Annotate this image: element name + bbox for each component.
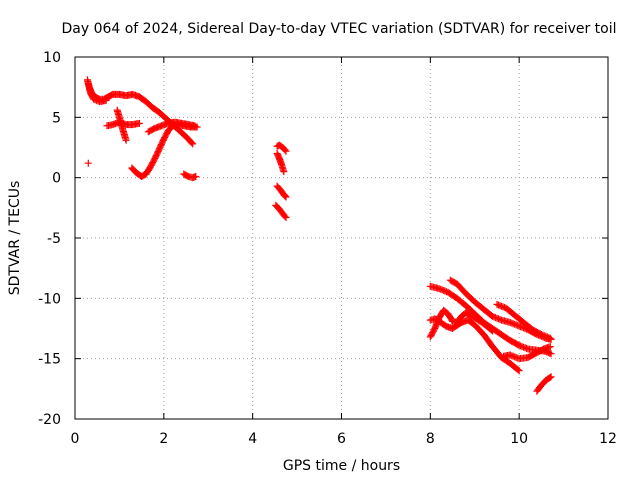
data-point-marker: [191, 122, 199, 130]
x-axis-label: GPS time / hours: [283, 458, 400, 474]
data-point-marker: [546, 343, 554, 351]
data-points: [83, 76, 555, 395]
data-point-marker: [281, 146, 289, 154]
x-tick-label: 2: [159, 431, 168, 447]
y-tick-label: 5: [52, 110, 61, 126]
data-point-marker: [189, 140, 197, 148]
y-tick-label: 10: [43, 50, 61, 66]
data-point-marker: [122, 136, 130, 144]
data-point-marker: [543, 333, 551, 341]
data-point-marker: [281, 212, 289, 220]
data-point-marker: [282, 147, 290, 155]
data-point-marker: [487, 326, 495, 334]
data-point-marker: [84, 159, 92, 167]
data-point-marker: [546, 334, 554, 342]
data-point-marker: [280, 168, 288, 176]
data-point-marker: [281, 191, 288, 199]
data-point-marker: [135, 119, 143, 127]
y-tick-label: -10: [38, 291, 61, 307]
data-point-marker: [489, 327, 496, 335]
data-point-marker: [282, 193, 290, 201]
data-point-marker: [547, 373, 555, 381]
tick-layer: 0 2 4 6 8 10 12 -20 -15 -10 -5 0 5 10: [38, 50, 617, 447]
chart-title: Day 064 of 2024, Sidereal Day-to-day VTE…: [61, 21, 616, 37]
x-tick-label: 4: [248, 431, 257, 447]
data-point-marker: [188, 139, 196, 147]
x-tick-label: 8: [426, 431, 435, 447]
x-tick-label: 12: [599, 431, 617, 447]
y-axis-label: SDTVAR / TECUs: [7, 181, 23, 296]
data-point-marker: [282, 214, 290, 221]
y-tick-label: -15: [38, 352, 61, 368]
data-point-marker: [192, 173, 200, 180]
data-point-marker: [102, 96, 110, 104]
data-point-marker: [547, 350, 555, 358]
data-point-marker: [514, 366, 522, 374]
x-tick-label: 10: [510, 431, 528, 447]
x-tick-label: 0: [71, 431, 80, 447]
y-tick-label: -20: [38, 412, 61, 428]
data-point-marker: [515, 367, 523, 375]
data-point-marker: [281, 192, 289, 200]
y-tick-label: 0: [52, 171, 61, 187]
data-point-marker: [546, 374, 554, 381]
data-point-marker: [496, 315, 504, 323]
y-tick-label: -5: [47, 231, 61, 247]
x-tick-label: 6: [337, 431, 346, 447]
